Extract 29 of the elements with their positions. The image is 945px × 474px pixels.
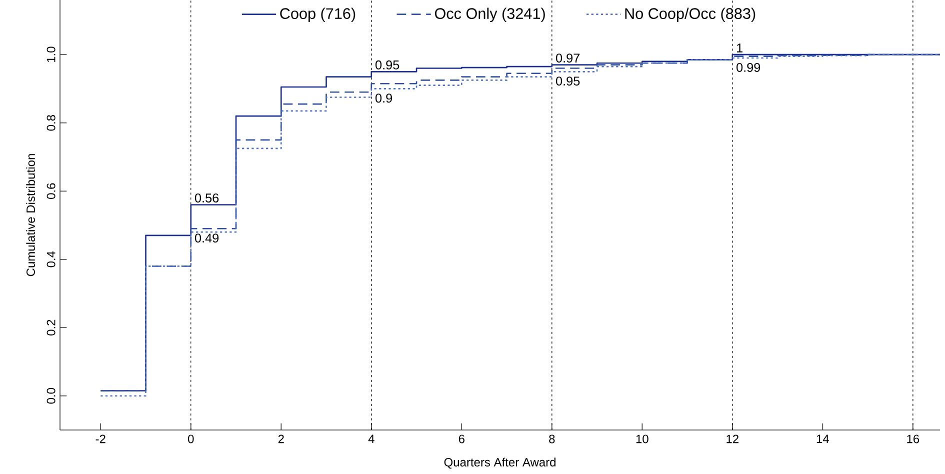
y-tick-label: 0.4 (46, 251, 56, 268)
x-tick-label: 10 (636, 434, 648, 444)
annotation: 0.95 (556, 76, 580, 86)
annotation: 0.95 (375, 60, 400, 70)
annotation: 0.99 (736, 62, 760, 72)
x-tick-label: 12 (726, 434, 738, 444)
annotation: 0.56 (194, 194, 219, 202)
x-tick-label: 6 (458, 434, 464, 444)
y-tick-label: 1.0 (46, 46, 56, 62)
x-tick-label: -2 (96, 434, 106, 444)
x-tick-label: 16 (907, 434, 920, 444)
annotation: 0.49 (194, 234, 219, 243)
y-tick-label: 0.0 (46, 388, 56, 404)
y-tick-label: 0.2 (46, 320, 56, 336)
x-tick-label: 4 (368, 434, 374, 443)
x-axis-title: Quarters After Award (444, 458, 556, 469)
legend-label: Coop (716) (280, 8, 356, 22)
y-tick-label: 0.8 (46, 115, 56, 131)
x-tick-label: 0 (188, 434, 194, 444)
legend-label: Occ Only (3241) (434, 8, 545, 22)
x-tick-label: 8 (549, 434, 555, 444)
legend-label: No Coop/Occ (883) (625, 8, 756, 22)
y-tick-label: 0.6 (46, 183, 56, 199)
x-tick-label: 14 (816, 434, 829, 443)
annotation: 1 (736, 44, 742, 52)
annotation: 0.97 (556, 54, 580, 63)
y-axis-title: Cumulative Distribution (26, 154, 35, 276)
x-tick-label: 2 (278, 434, 284, 444)
annotation: 0.9 (375, 94, 392, 103)
